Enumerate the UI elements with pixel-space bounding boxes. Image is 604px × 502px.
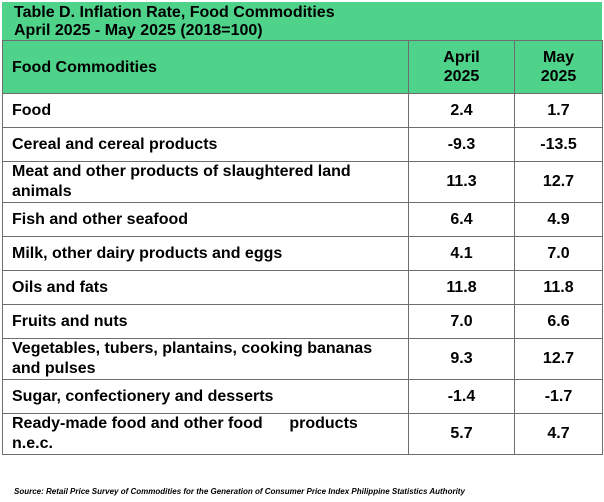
source-note: Source: Retail Price Survey of Commoditi… — [14, 487, 465, 496]
table-row: Meat and other products of slaughtered l… — [2, 161, 603, 203]
row-april-value: 4.1 — [408, 236, 515, 271]
row-name: Fruits and nuts — [2, 304, 409, 339]
row-may-value: 4.9 — [514, 202, 603, 237]
header-may-month: May — [542, 49, 575, 66]
table-row: Ready-made food and other food products … — [2, 413, 603, 455]
row-may-value: 7.0 — [514, 236, 603, 271]
row-name: Oils and fats — [2, 270, 409, 305]
header-may-year: 2025 — [540, 68, 577, 85]
row-may-value: 4.7 — [514, 413, 603, 455]
row-name: Fish and other seafood — [2, 202, 409, 237]
inflation-table: Food Commodities April 2025 May 2025 Foo… — [2, 40, 603, 455]
title-band: Table D. Inflation Rate, Food Commoditie… — [2, 2, 602, 40]
row-name: Vegetables, tubers, plantains, cooking b… — [2, 338, 409, 380]
table-row: Sugar, confectionery and desserts -1.4 -… — [2, 379, 603, 414]
header-commodity: Food Commodities — [2, 40, 409, 94]
row-name: Sugar, confectionery and desserts — [2, 379, 409, 414]
row-name: Cereal and cereal products — [2, 127, 409, 162]
row-may-value: -13.5 — [514, 127, 603, 162]
header-april-year: 2025 — [443, 68, 480, 85]
table-row: Food 2.4 1.7 — [2, 93, 603, 128]
table-row: Oils and fats 11.8 11.8 — [2, 270, 603, 305]
row-may-value: 12.7 — [514, 161, 603, 203]
row-april-value: -1.4 — [408, 379, 515, 414]
table-row: Cereal and cereal products -9.3 -13.5 — [2, 127, 603, 162]
table-row: Milk, other dairy products and eggs 4.1 … — [2, 236, 603, 271]
row-may-value: 11.8 — [514, 270, 603, 305]
table-subtitle: April 2025 - May 2025 (2018=100) — [14, 22, 263, 39]
row-april-value: 11.8 — [408, 270, 515, 305]
header-row: Food Commodities April 2025 May 2025 — [2, 40, 603, 94]
header-april: April 2025 — [408, 40, 515, 94]
table-title: Table D. Inflation Rate, Food Commoditie… — [14, 4, 335, 21]
header-april-month: April — [443, 49, 480, 66]
row-april-value: 9.3 — [408, 338, 515, 380]
header-may: May 2025 — [514, 40, 603, 94]
row-april-value: 2.4 — [408, 93, 515, 128]
row-name: Food — [2, 93, 409, 128]
row-april-value: 5.7 — [408, 413, 515, 455]
row-name: Meat and other products of slaughtered l… — [2, 161, 409, 203]
table-row: Fish and other seafood 6.4 4.9 — [2, 202, 603, 237]
row-april-value: 6.4 — [408, 202, 515, 237]
row-may-value: 1.7 — [514, 93, 603, 128]
table-row: Fruits and nuts 7.0 6.6 — [2, 304, 603, 339]
row-may-value: 6.6 — [514, 304, 603, 339]
row-april-value: 11.3 — [408, 161, 515, 203]
table-row: Vegetables, tubers, plantains, cooking b… — [2, 338, 603, 380]
row-april-value: 7.0 — [408, 304, 515, 339]
row-name: Ready-made food and other food products … — [2, 413, 409, 455]
row-may-value: 12.7 — [514, 338, 603, 380]
row-name: Milk, other dairy products and eggs — [2, 236, 409, 271]
row-april-value: -9.3 — [408, 127, 515, 162]
row-may-value: -1.7 — [514, 379, 603, 414]
